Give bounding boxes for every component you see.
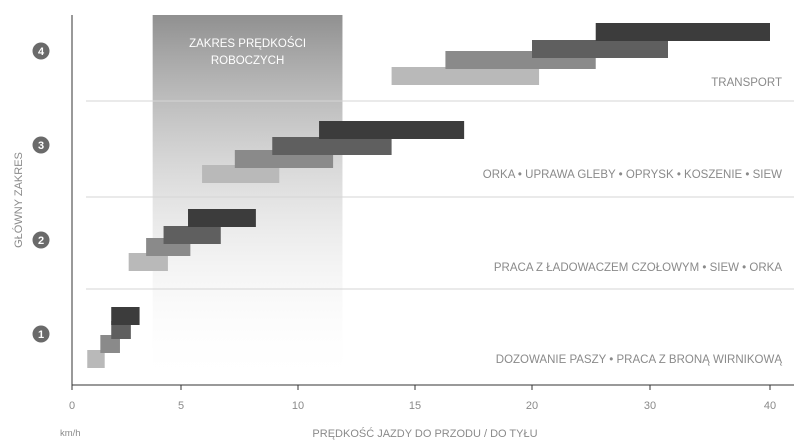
x-tick-label: 30 <box>644 400 656 412</box>
range-number-badge <box>32 325 50 343</box>
range-number: 2 <box>38 235 44 247</box>
x-axis-unit: km/h <box>60 428 81 439</box>
working-band-label-line2: ROBOCZYCH <box>211 55 284 67</box>
speed-bar <box>319 121 465 139</box>
range-badges: 1 2 3 4 <box>32 42 50 343</box>
range-number: 1 <box>38 329 44 341</box>
speed-bar <box>128 253 168 271</box>
working-speed-band <box>152 15 343 385</box>
range-separators <box>86 100 794 290</box>
range-labels: DOZOWANIE PASZY • PRACA Z BRONĄ WIRNIKOW… <box>483 77 783 366</box>
speed-bar <box>111 307 140 325</box>
range-number: 3 <box>38 140 44 152</box>
x-tick-label: 0 <box>69 400 75 412</box>
range-usage-label: PRACA Z ŁADOWACZEM CZOŁOWYM • SIEW • ORK… <box>494 262 782 274</box>
x-axis-ticks: 0 5 10 15 20 30 40 <box>69 385 776 412</box>
range-number-badge <box>32 42 50 60</box>
speed-bars <box>87 23 770 368</box>
range-number: 4 <box>38 46 45 58</box>
speed-bar <box>87 350 105 368</box>
speed-bar <box>100 335 120 353</box>
speed-bar <box>111 321 131 339</box>
speed-bar <box>595 23 770 41</box>
speed-bar <box>532 40 668 58</box>
range-number-badge <box>32 136 50 154</box>
speed-bar <box>272 137 392 155</box>
x-tick-label: 5 <box>178 400 184 412</box>
speed-bar <box>391 67 540 85</box>
speed-bar <box>188 209 256 227</box>
range-usage-label: ORKA • UPRAWA GLEBY • OPRYSK • KOSZENIE … <box>483 169 782 181</box>
x-tick-label: 20 <box>526 400 538 412</box>
speed-bar <box>163 226 221 244</box>
x-tick-label: 10 <box>292 400 304 412</box>
range-number-badge <box>32 231 50 249</box>
y-axis-title: GŁÓWNY ZAKRES <box>12 152 25 248</box>
x-tick-label: 40 <box>764 400 776 412</box>
x-axis-title: PRĘDKOŚĆ JAZDY DO PRZODU / DO TYŁU <box>312 427 537 440</box>
range-usage-label: DOZOWANIE PASZY • PRACA Z BRONĄ WIRNIKOW… <box>496 354 783 366</box>
speed-bar <box>202 165 280 183</box>
working-band-label-line1: ZAKRES PRĘDKOŚCI <box>189 37 306 50</box>
range-usage-label: TRANSPORT <box>711 77 782 89</box>
x-tick-label: 15 <box>409 400 421 412</box>
